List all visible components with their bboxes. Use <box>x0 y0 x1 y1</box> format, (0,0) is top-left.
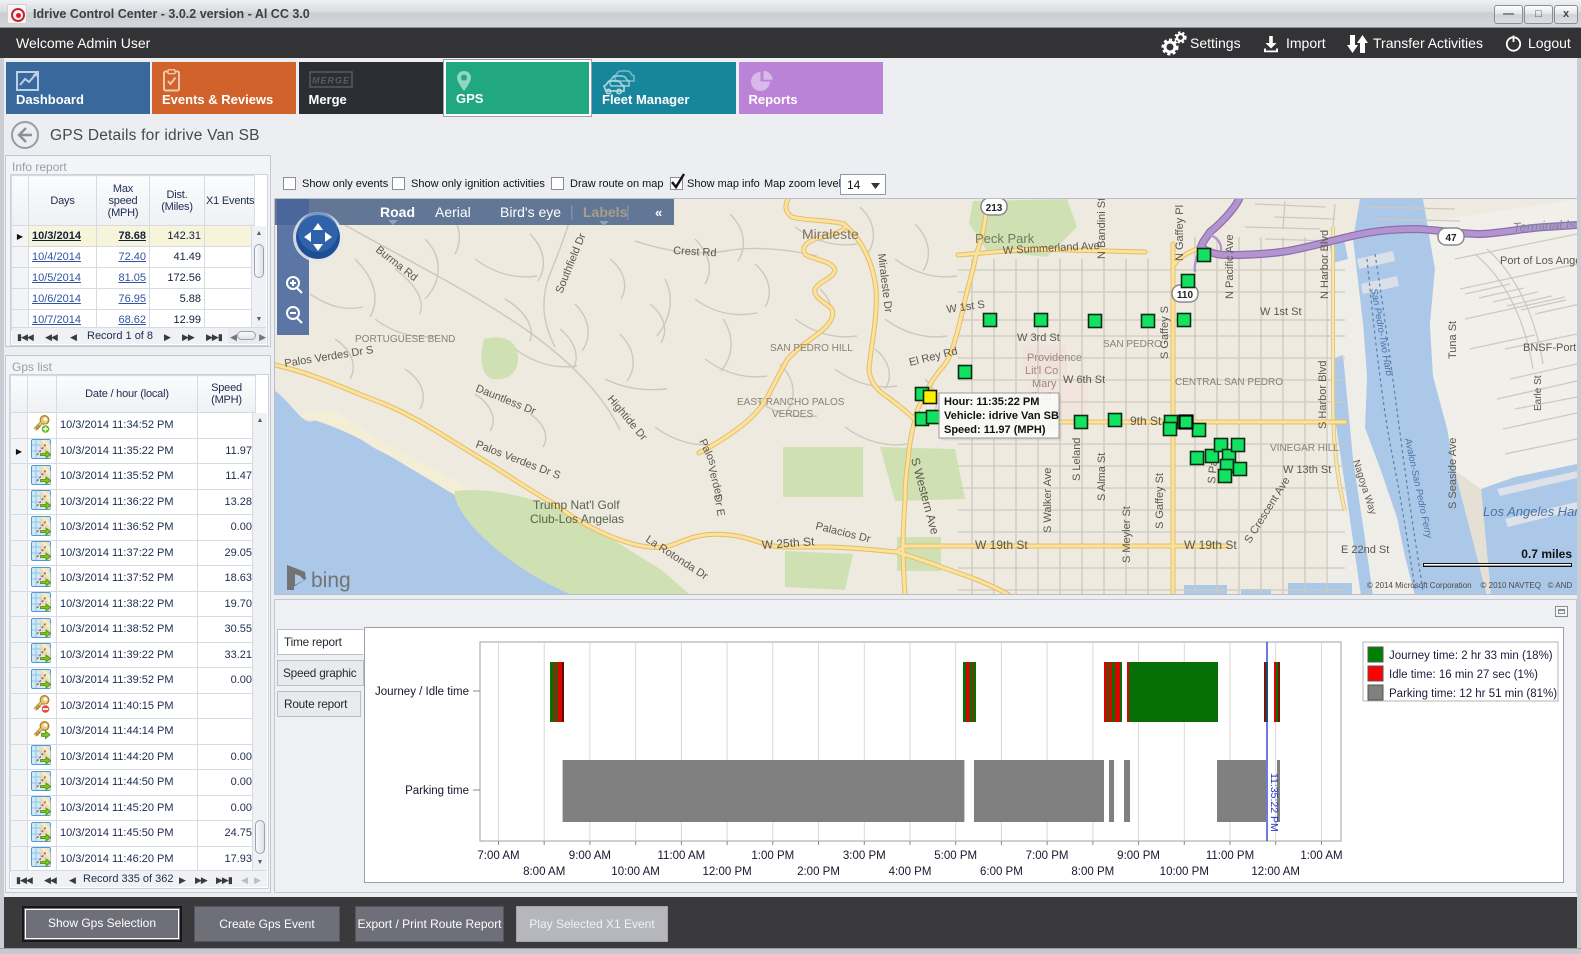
svg-text:S Gaffey S: S Gaffey S <box>1159 306 1171 359</box>
svg-text:Southfield Dr: Southfield Dr <box>554 231 589 295</box>
svg-text:Lit'l Co: Lit'l Co <box>1025 365 1058 377</box>
svg-text:110: 110 <box>1177 290 1194 301</box>
svg-text:4:00 PM: 4:00 PM <box>889 866 932 878</box>
svg-text:W 6th St: W 6th St <box>1063 374 1105 386</box>
svg-text:W 1st S: W 1st S <box>946 299 986 316</box>
svg-text:W 25th St: W 25th St <box>761 534 815 552</box>
svg-text:N Pacific Ave: N Pacific Ave <box>1224 234 1236 299</box>
svg-text:W 13th St: W 13th St <box>1283 464 1331 476</box>
svg-text:Providence: Providence <box>1027 352 1082 364</box>
svg-text:3:00 PM: 3:00 PM <box>843 850 886 862</box>
svg-text:PORTUGUESE BEND: PORTUGUESE BEND <box>355 334 455 345</box>
svg-text:EAST RANCHO PALOS: EAST RANCHO PALOS <box>737 397 845 408</box>
svg-text:1:00 PM: 1:00 PM <box>751 850 794 862</box>
svg-text:11:00 AM: 11:00 AM <box>658 850 706 862</box>
svg-text:El Rey Rd: El Rey Rd <box>908 345 959 369</box>
svg-text:S Gaffey St: S Gaffey St <box>1154 473 1166 529</box>
svg-text:1:00 AM: 1:00 AM <box>1300 850 1342 862</box>
svg-text:Crest Rd: Crest Rd <box>673 245 717 259</box>
svg-text:9th St: 9th St <box>1130 414 1162 428</box>
svg-text:Bird's eye: Bird's eye <box>500 204 561 220</box>
svg-text:10:00 AM: 10:00 AM <box>611 866 660 878</box>
svg-text:12:00 PM: 12:00 PM <box>702 866 751 878</box>
svg-text:MERGE: MERGE <box>311 76 349 86</box>
svg-text:S Leland: S Leland <box>1071 438 1083 481</box>
svg-text:CENTRAL SAN PEDRO: CENTRAL SAN PEDRO <box>1175 377 1283 388</box>
svg-text:213: 213 <box>986 203 1003 214</box>
svg-text:W Summerland Ave: W Summerland Ave <box>1003 240 1101 257</box>
svg-text:0.7 miles: 0.7 miles <box>1521 547 1572 561</box>
svg-text:Hour: 11:35:22 PM: Hour: 11:35:22 PM <box>944 396 1039 408</box>
svg-text:12:00 AM: 12:00 AM <box>1251 866 1300 878</box>
svg-text:W 19th St: W 19th St <box>975 538 1028 552</box>
svg-text:Aerial: Aerial <box>435 204 471 220</box>
svg-text:Palos Verdes Dr S: Palos Verdes Dr S <box>284 344 375 370</box>
svg-text:Earle St: Earle St <box>1533 375 1544 411</box>
svg-text:Tuna St: Tuna St <box>1447 321 1459 359</box>
svg-text:7:00 PM: 7:00 PM <box>1026 850 1069 862</box>
svg-text:W 1st St: W 1st St <box>1260 306 1302 318</box>
svg-text:Road: Road <box>380 204 415 220</box>
svg-text:SAN PEDRO: SAN PEDRO <box>1103 339 1162 350</box>
svg-text:E 22nd St: E 22nd St <box>1341 544 1389 556</box>
svg-text:Port of Los Angel: Port of Los Angel <box>1500 255 1577 267</box>
svg-text:7:00 AM: 7:00 AM <box>477 850 519 862</box>
svg-text:Mary: Mary <box>1032 378 1057 390</box>
svg-text:S Pa: S Pa <box>1206 459 1220 485</box>
svg-text:Terminal Is: Terminal Is <box>1512 217 1576 235</box>
svg-text:10:00 PM: 10:00 PM <box>1160 866 1209 878</box>
svg-text:9:00 PM: 9:00 PM <box>1117 850 1160 862</box>
svg-text:Idle time: 16 min 27 sec (1%): Idle time: 16 min 27 sec (1%) <box>1389 669 1538 681</box>
svg-text:6:00 PM: 6:00 PM <box>980 866 1023 878</box>
svg-text:Speed: 11.97 (MPH): Speed: 11.97 (MPH) <box>944 424 1046 436</box>
svg-text:8:00 PM: 8:00 PM <box>1071 866 1114 878</box>
svg-text:W 19th St: W 19th St <box>1184 538 1237 552</box>
svg-text:8:00 AM: 8:00 AM <box>523 866 565 878</box>
svg-text:Hightide Dr: Hightide Dr <box>605 393 650 443</box>
svg-text:Journey time: 2 hr 33 min (18%: Journey time: 2 hr 33 min (18%) <box>1389 650 1553 662</box>
svg-text:S Harbor Blvd: S Harbor Blvd <box>1317 361 1329 429</box>
svg-text:9:00 AM: 9:00 AM <box>569 850 611 862</box>
svg-text:47: 47 <box>1445 233 1457 244</box>
svg-text:VERDES: VERDES <box>772 409 813 420</box>
svg-text:BNSF-Port: BNSF-Port <box>1523 342 1576 354</box>
svg-text:Vehicle: idrive Van SB: Vehicle: idrive Van SB <box>944 410 1059 422</box>
svg-text:Parking time: 12 hr 51 min (81: Parking time: 12 hr 51 min (81%) <box>1389 688 1557 700</box>
svg-text:VINEGAR HILL: VINEGAR HILL <box>1270 443 1339 454</box>
svg-text:Los Angeles Harb: Los Angeles Harb <box>1483 504 1577 519</box>
svg-text:Journey / Idle time: Journey / Idle time <box>375 686 469 698</box>
svg-text:Club-Los Angelas: Club-Los Angelas <box>530 512 624 526</box>
svg-text:Palacios Dr: Palacios Dr <box>814 520 872 545</box>
svg-text:«: « <box>655 205 662 220</box>
svg-text:N Harbor Blvd: N Harbor Blvd <box>1319 230 1331 299</box>
svg-text:Dr E: Dr E <box>711 493 727 517</box>
svg-text:2:00 PM: 2:00 PM <box>797 866 840 878</box>
svg-text:bing: bing <box>311 569 351 592</box>
svg-text:Trump Nat'l Golf: Trump Nat'l Golf <box>533 498 620 512</box>
svg-text:5:00 PM: 5:00 PM <box>934 850 977 862</box>
svg-text:W 3rd St: W 3rd St <box>1017 332 1060 344</box>
svg-text:Parking time: Parking time <box>405 785 469 797</box>
svg-text:© 2014 Microsoft Corporation: © 2014 Microsoft Corporation © 2010 NAVT… <box>1367 581 1572 590</box>
svg-text:S Walker Ave: S Walker Ave <box>1042 468 1054 533</box>
svg-text:S Seaside Ave: S Seaside Ave <box>1447 438 1459 509</box>
svg-text:11:00 PM: 11:00 PM <box>1206 850 1254 862</box>
svg-text:Miraleste: Miraleste <box>802 226 859 242</box>
svg-text:11:35:22 PM: 11:35:22 PM <box>1268 773 1280 832</box>
svg-text:Labels: Labels <box>583 204 628 220</box>
svg-text:N Gaffey Pl: N Gaffey Pl <box>1174 205 1186 261</box>
svg-text:Peck Park: Peck Park <box>975 231 1035 246</box>
svg-text:SAN PEDRO HILL: SAN PEDRO HILL <box>770 343 853 354</box>
svg-text:S Meyler St: S Meyler St <box>1121 506 1133 563</box>
svg-text:S Alma St: S Alma St <box>1096 453 1108 501</box>
svg-text:Burma Rd: Burma Rd <box>373 244 419 284</box>
svg-text:N Bandini St: N Bandini St <box>1096 199 1108 259</box>
